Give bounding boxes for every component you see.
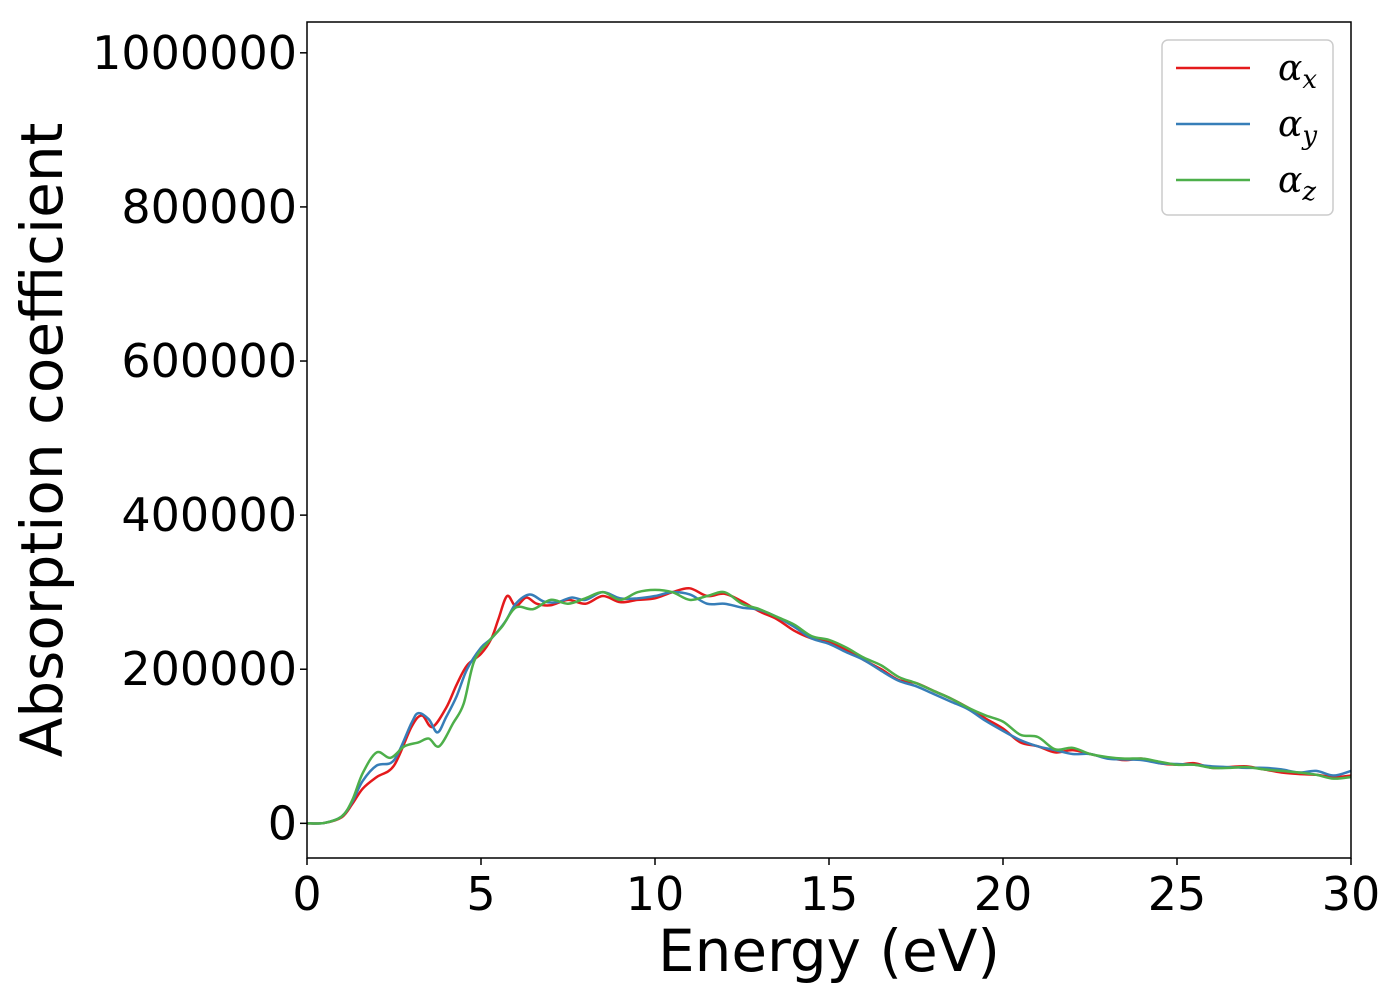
x-tick-label: 10 <box>626 867 685 921</box>
x-axis-label: Energy (eV) <box>658 917 1000 985</box>
y-tick-label: 200000 <box>121 642 297 696</box>
y-tick-label: 0 <box>268 796 297 850</box>
series-line-alpha-y <box>306 590 1352 825</box>
y-tick-label: 1000000 <box>92 26 297 80</box>
y-tick-label: 800000 <box>121 180 297 234</box>
y-tick-label: 400000 <box>121 488 297 542</box>
x-tick-label: 25 <box>1148 867 1207 921</box>
y-axis-ticks: 0 200000 400000 600000 800000 1000000 <box>92 26 307 850</box>
x-tick-label: 30 <box>1322 867 1381 921</box>
series-line-alpha-z <box>306 588 1352 825</box>
plot-lines <box>306 586 1352 825</box>
y-axis-label: Absorption coefficient <box>8 123 76 758</box>
x-tick-label: 15 <box>800 867 859 921</box>
x-axis-ticks: 0 5 10 15 20 25 30 <box>292 858 1380 921</box>
x-tick-label: 0 <box>292 867 321 921</box>
y-tick-label: 600000 <box>121 334 297 388</box>
legend-box <box>1161 39 1334 216</box>
x-tick-label: 5 <box>466 867 495 921</box>
x-tick-label: 20 <box>974 867 1033 921</box>
